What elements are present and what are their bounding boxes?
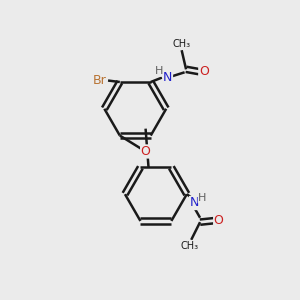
Text: H: H — [198, 193, 207, 203]
Text: N: N — [190, 196, 199, 209]
Text: O: O — [199, 65, 209, 78]
Text: N: N — [163, 71, 172, 84]
Text: O: O — [141, 145, 151, 158]
Text: CH₃: CH₃ — [172, 39, 191, 49]
Text: O: O — [214, 214, 224, 227]
Text: H: H — [155, 66, 163, 76]
Text: Br: Br — [92, 74, 106, 87]
Text: CH₃: CH₃ — [181, 241, 199, 251]
